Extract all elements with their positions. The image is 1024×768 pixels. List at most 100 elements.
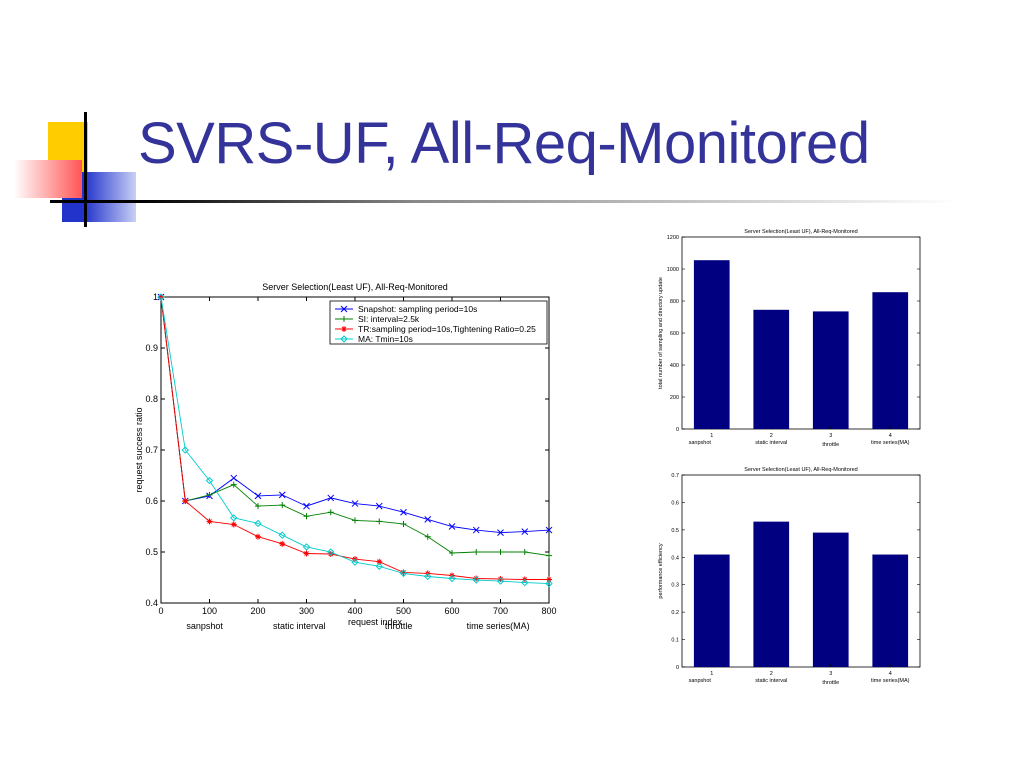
- data-point: [497, 576, 504, 583]
- annotation-label: sanpshot: [186, 621, 223, 631]
- x-tick-label: 1: [710, 433, 713, 439]
- data-point: [545, 526, 553, 534]
- deco-vertical-line: [84, 112, 87, 227]
- y-tick-label: 0.5: [671, 528, 679, 534]
- x-tick-label: 3: [829, 433, 832, 439]
- y-tick-label: 0.7: [671, 473, 679, 479]
- data-point: [254, 492, 262, 500]
- data-point: [327, 509, 334, 516]
- data-point: [521, 549, 528, 555]
- data-point: [278, 491, 286, 499]
- category-label: time series(MA): [871, 678, 910, 684]
- data-point: [424, 533, 431, 540]
- slide-title: SVRS-UF, All-Req-Monitored: [138, 111, 870, 176]
- data-point: [255, 533, 261, 540]
- data-point: [546, 576, 552, 583]
- plot-frame: [681, 474, 921, 668]
- category-label: static interval: [755, 678, 787, 684]
- x-axis-label: request index: [348, 617, 403, 627]
- data-point: [424, 516, 432, 523]
- bar-1: [693, 260, 730, 429]
- x-tick-label: 2: [770, 433, 773, 439]
- x-tick-label: 300: [299, 606, 314, 616]
- series-line-4: [160, 296, 550, 585]
- y-tick-label: 0.1: [671, 638, 679, 644]
- data-point: [473, 575, 480, 582]
- data-point: [473, 549, 480, 555]
- data-point: [303, 513, 310, 520]
- y-tick-label: 0: [676, 427, 679, 433]
- y-tick-label: 0.2: [671, 610, 679, 616]
- category-label: static interval: [755, 440, 787, 446]
- data-point: [376, 558, 383, 565]
- data-point: [327, 494, 335, 502]
- data-point: [181, 446, 189, 454]
- data-point: [352, 517, 358, 524]
- data-point: [351, 500, 359, 507]
- annotation-label: static interval: [273, 621, 326, 631]
- x-tick-label: 4: [889, 433, 892, 439]
- data-point: [205, 476, 214, 485]
- data-point: [340, 335, 348, 343]
- data-point: [279, 502, 286, 509]
- x-tick-label: 500: [396, 606, 411, 616]
- y-tick-label: 200: [670, 395, 679, 401]
- bar-2: [753, 521, 790, 667]
- line-chart: Server Selection(Least UF), All-Req-Moni…: [134, 282, 557, 631]
- data-point: [157, 293, 165, 301]
- data-point: [341, 316, 347, 322]
- data-point: [400, 520, 407, 527]
- x-tick-label: 600: [444, 606, 459, 616]
- data-point: [279, 540, 286, 547]
- bar-3: [812, 311, 849, 429]
- x-tick-label: 1: [710, 671, 713, 677]
- data-point: [255, 503, 261, 510]
- y-axis-label: total number of sampling and directory u…: [658, 277, 664, 389]
- chart-title: Server Selection(Least UF), All-Req-Moni…: [744, 467, 857, 473]
- deco-red-square: [14, 160, 82, 198]
- x-tick-label: 0: [158, 606, 163, 616]
- data-point: [206, 518, 213, 525]
- legend-entry: MA: Tmin=10s: [358, 334, 413, 344]
- data-point: [400, 508, 407, 516]
- data-point: [327, 551, 334, 558]
- data-point: [302, 543, 311, 551]
- data-point: [497, 549, 504, 555]
- data-point: [182, 498, 189, 504]
- x-tick-label: 400: [347, 606, 362, 616]
- data-point: [545, 579, 553, 588]
- data-point: [206, 491, 213, 498]
- annotation-label: throttle: [385, 621, 413, 631]
- data-point: [400, 569, 407, 576]
- y-tick-label: 0.4: [145, 598, 158, 608]
- legend-entry: Snapshot: sampling period=10s: [358, 304, 477, 314]
- legend-entry: TR:sampling period=10s,Tightening Ratio=…: [358, 324, 536, 334]
- category-label: time series(MA): [871, 440, 910, 446]
- bar-3: [812, 532, 849, 667]
- y-tick-label: 0.6: [671, 500, 679, 506]
- data-point: [497, 529, 504, 536]
- x-tick-label: 700: [493, 606, 508, 616]
- y-tick-label: 0.4: [671, 555, 679, 561]
- y-tick-label: 800: [670, 299, 679, 305]
- y-tick-label: 400: [670, 363, 679, 369]
- x-tick-label: 100: [202, 606, 217, 616]
- y-tick-label: 0.9: [145, 343, 158, 353]
- data-point: [375, 562, 383, 570]
- y-tick-label: 0.7: [145, 445, 158, 455]
- bar-4: [872, 554, 909, 667]
- deco-horizontal-line: [50, 200, 960, 203]
- legend-entry: SI: interval=2.5k: [358, 314, 420, 324]
- x-tick-label: 4: [889, 671, 892, 677]
- x-tick-label: 3: [829, 671, 832, 677]
- y-axis-label: performance efficiency: [658, 543, 664, 598]
- data-point: [521, 578, 529, 587]
- data-point: [448, 523, 456, 530]
- data-point: [399, 569, 408, 578]
- bar-4: [872, 292, 909, 429]
- y-tick-label: 1: [153, 292, 158, 302]
- data-point: [496, 577, 505, 585]
- y-tick-label: 0.6: [145, 496, 158, 506]
- x-tick-label: 2: [770, 671, 773, 677]
- bar-1: [693, 554, 730, 667]
